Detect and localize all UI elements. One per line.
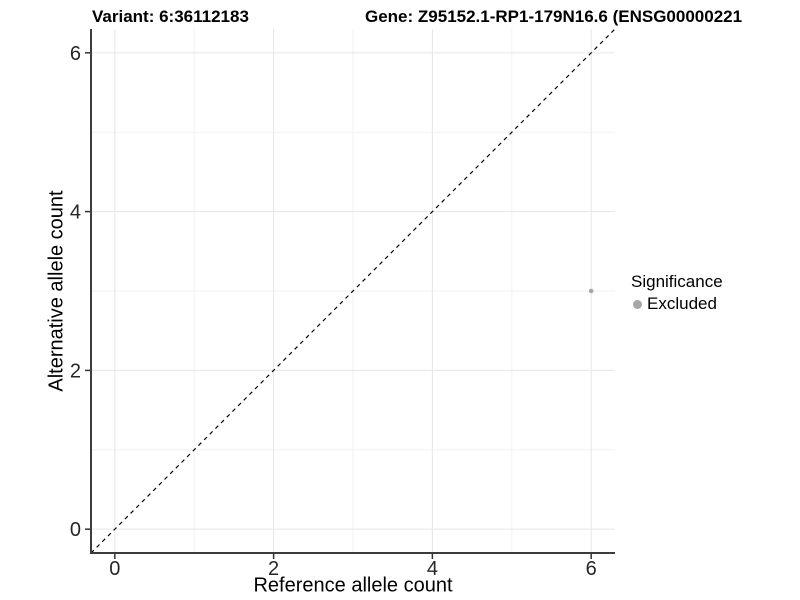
excluded-point-icon	[633, 299, 642, 309]
identity-dashed-line	[90, 28, 616, 554]
x-axis-title: Reference allele count	[253, 574, 453, 597]
y-axis-title: Alternative allele count	[45, 190, 68, 392]
legend-item-excluded: Excluded	[631, 294, 723, 314]
x-tick-label: 6	[586, 558, 597, 580]
legend-item-label: Excluded	[647, 294, 717, 313]
legend: Significance Excluded	[631, 272, 723, 314]
y-tick-label: 6	[70, 43, 81, 65]
x-tick-label: 4	[427, 558, 438, 580]
x-tick-label: 0	[109, 558, 120, 580]
x-tick-label: 2	[268, 558, 279, 580]
legend-title: Significance	[631, 272, 723, 291]
data-point	[588, 288, 594, 294]
y-tick-label: 2	[70, 360, 81, 382]
y-tick-label: 4	[70, 202, 81, 224]
y-tick-label: 0	[70, 519, 81, 541]
variant-title: Variant: 6:36112183	[92, 7, 249, 26]
gene-title: Gene: Z95152.1-RP1-179N16.6 (ENSG0000022…	[365, 7, 743, 26]
